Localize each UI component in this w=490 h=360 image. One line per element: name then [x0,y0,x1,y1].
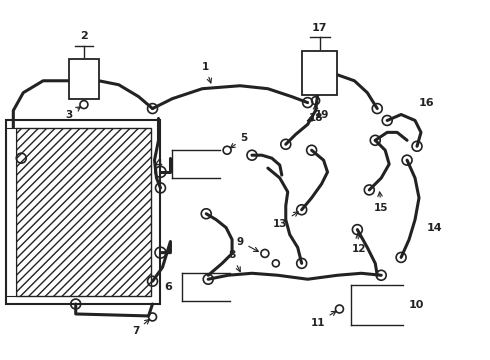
Text: 16: 16 [419,98,435,108]
Bar [302,51,338,95]
Text: 19: 19 [307,109,329,121]
Text: 7: 7 [132,319,149,336]
Text: 8: 8 [228,251,240,272]
Text: 17: 17 [312,23,327,33]
Text: 4: 4 [155,159,163,169]
Text: 15: 15 [374,192,389,213]
Text: 11: 11 [310,311,336,328]
Text: 9: 9 [237,237,258,252]
Text: 2: 2 [80,31,88,41]
Bar [16,129,150,296]
Bar [6,129,16,296]
Bar [69,59,99,99]
Text: 13: 13 [272,212,298,229]
Text: 14: 14 [427,222,442,233]
Text: 6: 6 [165,282,172,292]
Text: 18: 18 [308,105,323,123]
Text: 10: 10 [409,300,424,310]
Text: 1: 1 [201,62,212,83]
Text: 12: 12 [352,234,367,255]
Text: 3: 3 [65,107,80,120]
Bar [6,121,161,304]
Text: 5: 5 [230,133,247,148]
